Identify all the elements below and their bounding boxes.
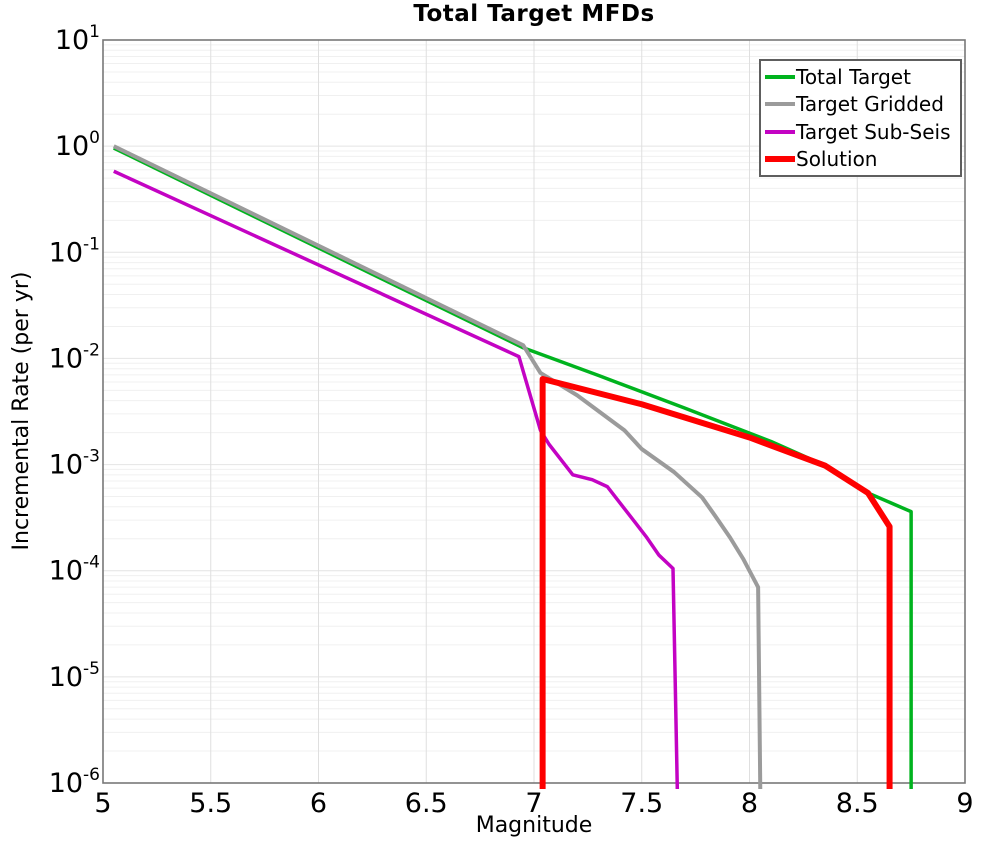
page-title: Total Target MFDs — [413, 1, 655, 27]
series-line-total-target — [113, 146, 913, 789]
y-tick-label-1e1: 101 — [55, 22, 100, 56]
legend-item-total-target: Total Target — [765, 63, 954, 91]
y-axis-title: Incremental Rate (per yr) — [9, 271, 34, 551]
y-tick-label-1e-1: 10-1 — [49, 234, 100, 268]
series-line-solution — [539, 376, 893, 789]
x-axis-title: Magnitude — [475, 813, 593, 838]
x-tick-label-8.5: 8.5 — [836, 788, 879, 819]
y-tick-label-1e-4: 10-4 — [49, 553, 100, 587]
legend-label: Target Sub-Seis — [796, 119, 951, 144]
x-tick-label-7: 7 — [525, 788, 542, 819]
series-group — [112, 144, 913, 789]
y-tick-label-1e0: 100 — [55, 128, 100, 162]
legend-label: Target Gridded — [796, 92, 944, 117]
legend-label: Total Target — [796, 64, 911, 89]
series-line-target-sub-seis — [113, 169, 680, 789]
legend-item-target-sub-seis: Target Sub-Seis — [765, 118, 954, 146]
legend-item-target-gridded: Target Gridded — [765, 91, 954, 119]
x-tick-label-7.5: 7.5 — [620, 788, 663, 819]
x-tick-label-6: 6 — [310, 788, 327, 819]
legend-swatch-solution — [765, 156, 795, 163]
plot-border — [102, 39, 966, 784]
legend-swatch-target-sub-seis — [765, 129, 795, 134]
y-tick-label-1e-3: 10-3 — [49, 447, 100, 481]
y-tick-label-1e-6: 10-6 — [49, 765, 100, 799]
legend: Total Target Target Gridded Target Sub-S… — [759, 59, 962, 177]
legend-label: Solution — [796, 147, 878, 172]
legend-swatch-total-target — [765, 74, 795, 79]
y-tick-label-1e-2: 10-2 — [49, 340, 100, 374]
x-tick-label-5: 5 — [94, 788, 111, 819]
x-tick-label-5.5: 5.5 — [189, 788, 232, 819]
x-tick-label-9: 9 — [956, 788, 973, 819]
legend-swatch-target-gridded — [765, 102, 795, 107]
series-line-target-gridded — [112, 144, 763, 789]
legend-item-solution: Solution — [765, 146, 954, 174]
x-tick-label-8: 8 — [741, 788, 758, 819]
x-tick-label-6.5: 6.5 — [405, 788, 448, 819]
y-tick-label-1e-5: 10-5 — [49, 659, 100, 693]
